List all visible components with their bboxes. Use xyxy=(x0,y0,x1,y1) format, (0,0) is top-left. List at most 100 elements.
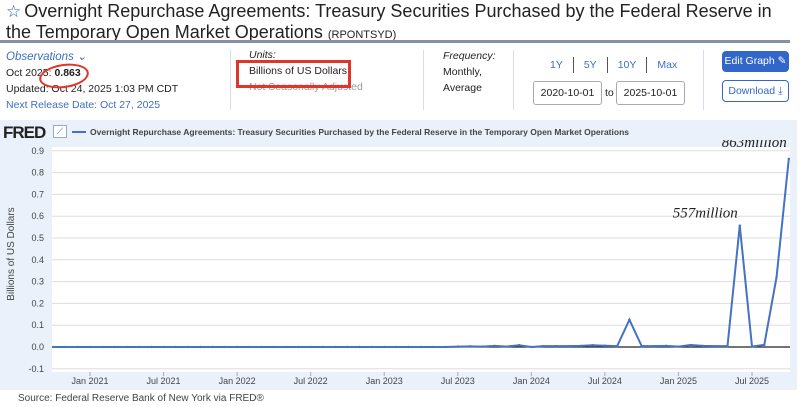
y-tick-label: 0.3 xyxy=(31,277,44,287)
data-point xyxy=(566,344,570,348)
star-icon[interactable]: ☆ xyxy=(6,2,22,21)
data-point xyxy=(101,345,104,349)
legend-label: Overnight Repurchase Agreements: Treasur… xyxy=(90,127,629,137)
units-panel: Units: Billions of US Dollars, Not Seaso… xyxy=(249,47,363,95)
data-point xyxy=(615,344,619,348)
download-button[interactable]: Download ⤓ xyxy=(722,80,789,102)
fred-logo: FRED xyxy=(3,123,46,142)
divider xyxy=(423,50,424,110)
data-point xyxy=(726,344,729,348)
divider xyxy=(0,40,790,43)
y-axis-label: Billions of US Dollars xyxy=(6,207,17,300)
data-point xyxy=(677,345,680,348)
frequency-value: Monthly, xyxy=(443,66,482,78)
data-point xyxy=(591,344,594,347)
observations-panel: Observations ⌄ Oct 2025: 0.863 Updated: … xyxy=(6,49,226,113)
data-point xyxy=(689,343,692,347)
next-release-link[interactable]: Next Release Date: Oct 27, 2025 xyxy=(6,99,161,111)
data-point xyxy=(493,344,496,348)
data-point xyxy=(370,345,374,349)
data-point xyxy=(407,345,410,349)
data-point xyxy=(88,345,92,349)
data-point xyxy=(309,345,312,349)
legend-line-icon xyxy=(72,131,86,133)
data-point xyxy=(763,343,766,347)
obs-period: Oct 2025: xyxy=(6,67,52,79)
data-point xyxy=(76,345,79,349)
data-point xyxy=(113,345,116,349)
data-point xyxy=(383,345,386,349)
data-point xyxy=(468,345,472,348)
chart-icon[interactable]: ⟋ xyxy=(53,125,67,138)
data-point xyxy=(750,345,754,348)
obs-value: 0.863 xyxy=(54,67,81,79)
value-annotation: 557million xyxy=(673,206,738,222)
x-tick-label: Jan 2021 xyxy=(71,376,108,386)
end-date-input[interactable]: 2025-10-01 xyxy=(616,81,685,105)
data-point xyxy=(125,345,128,349)
x-tick-label: Jul 2023 xyxy=(441,376,475,386)
data-point xyxy=(444,345,447,349)
data-point xyxy=(223,345,227,349)
range-1y[interactable]: 1Y xyxy=(540,57,574,73)
chevron-down-icon: ⌄ xyxy=(76,51,87,63)
updated-text: Updated: Oct 24, 2025 1:03 PM CDT xyxy=(6,83,179,95)
data-point xyxy=(235,345,239,349)
range-max[interactable]: Max xyxy=(657,59,678,71)
edit-icon: ✎ xyxy=(777,55,787,67)
source-text: Source: Federal Reserve Bank of New York… xyxy=(18,393,264,404)
x-tick-label: Jan 2025 xyxy=(660,376,697,386)
data-point xyxy=(260,345,263,349)
y-tick-label: 0.0 xyxy=(31,342,44,352)
data-point xyxy=(174,345,177,349)
data-point xyxy=(137,345,141,349)
data-point xyxy=(652,344,656,348)
y-tick-label: 0.1 xyxy=(31,320,44,330)
data-point xyxy=(542,344,545,348)
data-point xyxy=(346,345,349,349)
x-tick-label: Jan 2022 xyxy=(219,376,256,386)
data-point xyxy=(150,345,153,349)
y-tick-label: 0.2 xyxy=(31,298,44,308)
data-point xyxy=(628,318,631,321)
data-point xyxy=(333,345,337,349)
data-point xyxy=(456,345,459,348)
edit-graph-button[interactable]: Edit Graph ✎ xyxy=(722,51,789,72)
data-point xyxy=(640,344,643,348)
x-tick-label: Jul 2022 xyxy=(294,376,328,386)
data-point xyxy=(738,224,741,227)
data-point xyxy=(530,345,533,349)
y-tick-label: 0.4 xyxy=(31,255,44,265)
download-icon: ⤓ xyxy=(777,85,783,97)
divider xyxy=(230,50,231,110)
data-point xyxy=(395,345,398,349)
data-point xyxy=(665,344,668,348)
data-point xyxy=(211,345,214,349)
range-10y[interactable]: 10Y xyxy=(608,57,648,73)
start-date-input[interactable]: 2020-10-01 xyxy=(533,81,602,105)
data-point xyxy=(419,345,423,349)
x-tick-label: Jul 2024 xyxy=(588,376,622,386)
value-annotation: 863million xyxy=(722,140,787,151)
data-point xyxy=(297,345,300,349)
data-point xyxy=(64,345,67,349)
range-buttons: 1Y 5Y 10Y Max xyxy=(540,57,687,73)
y-tick-label: -0.1 xyxy=(28,364,44,374)
data-point xyxy=(505,345,509,348)
range-5y[interactable]: 5Y xyxy=(574,57,608,73)
data-point xyxy=(52,345,55,349)
data-point xyxy=(701,344,705,348)
to-label: to xyxy=(605,87,614,99)
red-box-annotation xyxy=(236,60,351,88)
data-point xyxy=(579,344,582,348)
y-tick-label: 0.9 xyxy=(31,146,44,156)
observations-toggle[interactable]: Observations ⌄ xyxy=(6,51,87,63)
x-tick-label: Jan 2023 xyxy=(366,376,403,386)
data-point xyxy=(162,345,165,349)
data-point xyxy=(272,345,276,349)
data-point xyxy=(321,345,325,349)
frequency-label: Frequency: xyxy=(443,50,496,62)
divider xyxy=(513,50,514,110)
data-point xyxy=(284,345,288,349)
data-point xyxy=(186,345,190,349)
